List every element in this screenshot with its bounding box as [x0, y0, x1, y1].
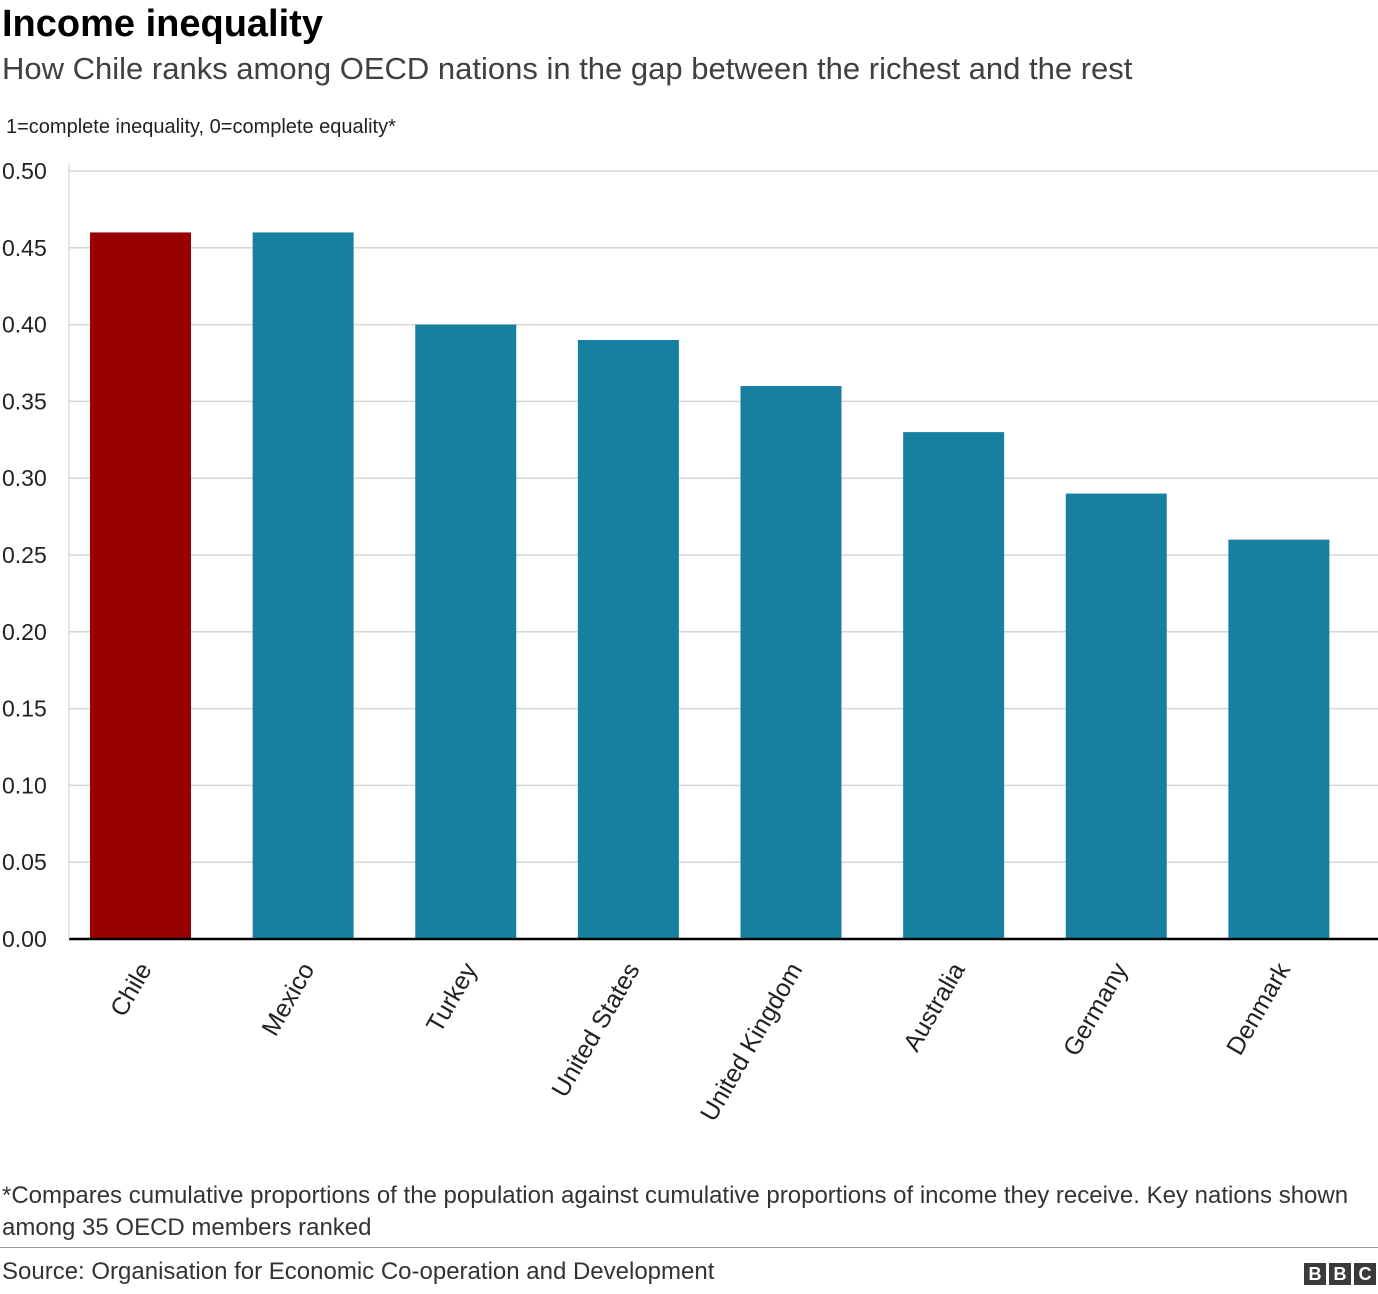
- x-tick-label: United States: [546, 958, 645, 1102]
- y-tick-label: 0.45: [2, 235, 47, 261]
- y-tick-label: 0.20: [2, 619, 47, 645]
- footnote: *Compares cumulative proportions of the …: [2, 1182, 1349, 1241]
- x-tick-label: Australia: [898, 958, 971, 1056]
- y-tick-label: 0.15: [2, 696, 47, 722]
- bbc-logo: B B C: [1304, 1263, 1376, 1285]
- bar-united-kingdom: [740, 386, 842, 939]
- y-axis-ticks: 0.00 0.05 0.10 0.15 0.20 0.25 0.30 0.35 0.40 0.45…: [2, 158, 47, 952]
- bar-united-states: [577, 339, 679, 939]
- x-tick-label: Chile: [105, 958, 158, 1021]
- bbc-logo-letter: B: [1304, 1263, 1326, 1285]
- bar-mexico: [252, 232, 354, 939]
- x-tick-label: United Kingdom: [695, 958, 808, 1126]
- source-note: Source: Organisation for Economic Co-ope…: [2, 1258, 715, 1285]
- bar-chile: [90, 232, 191, 939]
- bbc-logo-letter: C: [1354, 1263, 1376, 1285]
- y-tick-label: 0.40: [2, 312, 47, 338]
- x-tick-label: Germany: [1058, 958, 1134, 1061]
- y-tick-label: 0.25: [2, 542, 47, 568]
- bbc-logo-letter: B: [1329, 1263, 1351, 1285]
- bars: [90, 232, 1330, 940]
- footer-divider: [0, 1247, 1378, 1248]
- bar-australia: [903, 432, 1005, 939]
- x-tick-label: Turkey: [421, 958, 483, 1038]
- bar-chart: 0.00 0.05 0.10 0.15 0.20 0.25 0.30 0.35 0.40 0.45…: [2, 158, 1378, 1126]
- y-tick-label: 0.05: [2, 849, 47, 875]
- chart-subtitle: How Chile ranks among OECD nations in th…: [2, 51, 1133, 86]
- x-axis-labels: Chile Mexico Turkey United States United Kin…: [105, 958, 1296, 1126]
- y-tick-label: 0.00: [2, 926, 47, 952]
- y-tick-label: 0.10: [2, 772, 47, 798]
- y-tick-label: 0.50: [2, 158, 47, 184]
- x-tick-label: Mexico: [256, 958, 320, 1041]
- y-tick-label: 0.35: [2, 388, 47, 414]
- bar-germany: [1065, 493, 1167, 939]
- bar-denmark: [1228, 539, 1330, 939]
- x-tick-label: Denmark: [1221, 958, 1296, 1060]
- bar-turkey: [415, 324, 517, 940]
- unit-note: 1=complete inequality, 0=complete equali…: [6, 116, 396, 138]
- y-tick-label: 0.30: [2, 465, 47, 491]
- chart-title: Income inequality: [2, 3, 323, 45]
